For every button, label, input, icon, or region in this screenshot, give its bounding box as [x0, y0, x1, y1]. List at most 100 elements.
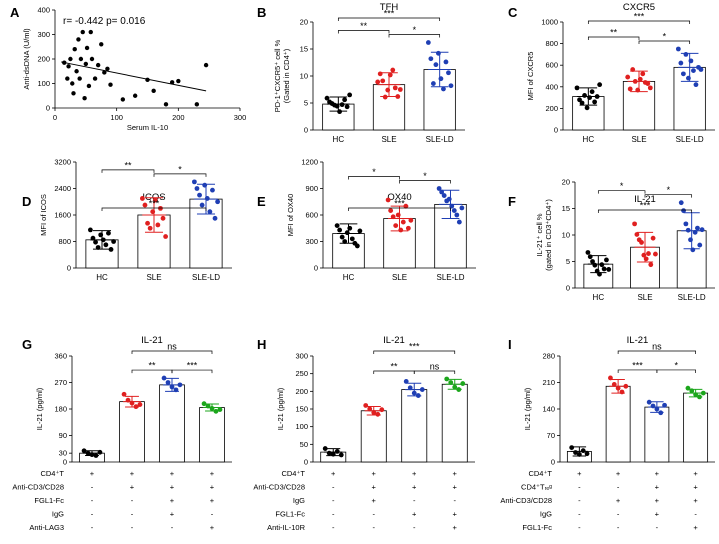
condition-mark: +: [170, 496, 175, 505]
chart-title: TFH: [380, 2, 399, 13]
chart-title: IL-21: [383, 335, 405, 346]
data-point: [349, 236, 355, 242]
error-bar: [194, 183, 218, 215]
condition-mark: -: [617, 510, 620, 519]
chart-title: IL-21: [634, 194, 656, 205]
data-point: [145, 220, 150, 226]
x-tick-label: 200: [172, 113, 185, 122]
data-point: [590, 259, 595, 264]
data-point: [380, 78, 386, 84]
condition-mark: +: [331, 469, 336, 478]
significance-label: ***: [394, 199, 405, 209]
data-point: [625, 74, 631, 80]
y-tick-label: 210: [542, 378, 555, 387]
data-point: [191, 179, 197, 185]
y-tick-label: 200: [295, 387, 308, 396]
condition-mark: +: [130, 469, 135, 478]
data-point: [379, 407, 385, 413]
data-point: [584, 105, 590, 111]
x-axis-label: Serum IL-10: [127, 123, 168, 132]
data-point: [326, 450, 332, 456]
y-tick-label: 20: [300, 18, 308, 27]
data-point: [646, 251, 651, 256]
significance-bracket: [101, 169, 155, 173]
x-category-label: SLE: [392, 273, 407, 282]
data-point: [688, 237, 693, 243]
y-tick-label: 250: [295, 369, 308, 378]
significance-bracket: [153, 173, 207, 177]
condition-label: Anti-IL-10R: [267, 523, 306, 532]
scatter-point: [74, 69, 79, 74]
y-axis-label-2: (gated in CD3⁺CD4⁺): [544, 199, 553, 271]
bar: [676, 230, 707, 289]
condition-mark: +: [693, 523, 698, 532]
data-point: [648, 262, 654, 268]
y-tick-label: 300: [305, 237, 318, 246]
condition-mark: -: [131, 510, 134, 519]
data-point: [685, 227, 691, 233]
error-bar: [364, 406, 383, 416]
data-point: [646, 399, 652, 405]
bar: [644, 406, 670, 463]
condition-mark: -: [91, 523, 94, 532]
data-point: [699, 227, 705, 233]
scatter-point: [83, 61, 89, 67]
error-bar: [570, 446, 589, 457]
y-tick-label: 900: [305, 184, 318, 193]
bar: [159, 384, 185, 463]
scatter-point: [203, 62, 209, 68]
significance-bracket: [644, 194, 693, 198]
condition-mark: +: [372, 483, 377, 492]
data-point: [443, 59, 449, 65]
data-point: [627, 86, 633, 92]
error-bar: [428, 51, 452, 88]
data-point: [460, 381, 466, 386]
data-point: [121, 391, 127, 397]
condition-mark: -: [91, 496, 94, 505]
error-bar: [202, 403, 222, 412]
condition-mark: +: [453, 510, 458, 519]
data-point: [683, 52, 689, 57]
significance-label: ***: [187, 361, 198, 371]
y-tick-label: 30: [59, 449, 67, 458]
significance-bracket: [131, 350, 213, 354]
y-tick-label: 300: [37, 30, 50, 39]
y-tick-label: 200: [545, 104, 558, 113]
data-point: [142, 202, 148, 208]
data-point: [137, 402, 143, 407]
y-tick-label: 5: [304, 99, 308, 108]
condition-mark: -: [578, 523, 581, 532]
significance-bracket: [171, 369, 213, 374]
scatter-point: [99, 42, 104, 47]
x-category-label: SLE-LD: [192, 273, 220, 282]
scatter-point: [89, 56, 95, 62]
data-point: [681, 208, 686, 214]
y-axis-label: IL-21⁺ cell %: [535, 213, 544, 256]
error-bar: [445, 378, 464, 390]
y-tick-label: 150: [295, 405, 308, 414]
panel-label: F: [508, 194, 516, 209]
x-tick-label: 0: [53, 113, 57, 122]
scatter-point: [84, 45, 90, 51]
panel-label: E: [257, 194, 266, 209]
significance-label: *: [663, 32, 667, 42]
error-bar: [627, 70, 651, 93]
data-point: [691, 68, 696, 73]
condition-mark: -: [617, 523, 620, 532]
condition-mark: -: [578, 483, 581, 492]
data-point: [342, 239, 348, 244]
condition-mark: +: [453, 483, 458, 492]
data-point: [662, 402, 667, 408]
condition-mark: +: [412, 469, 417, 478]
condition-mark: +: [655, 469, 660, 478]
y-tick-label: 270: [54, 378, 67, 387]
scatter-point: [82, 96, 87, 101]
condition-label: FGL1-Fc: [34, 496, 64, 505]
panel-label: H: [257, 337, 266, 352]
data-point: [680, 71, 686, 77]
significance-bracket: [413, 370, 456, 374]
significance-bracket: [597, 190, 646, 194]
scatter-point: [68, 56, 73, 62]
y-tick-label: 15: [562, 204, 570, 213]
condition-mark: +: [655, 496, 660, 505]
